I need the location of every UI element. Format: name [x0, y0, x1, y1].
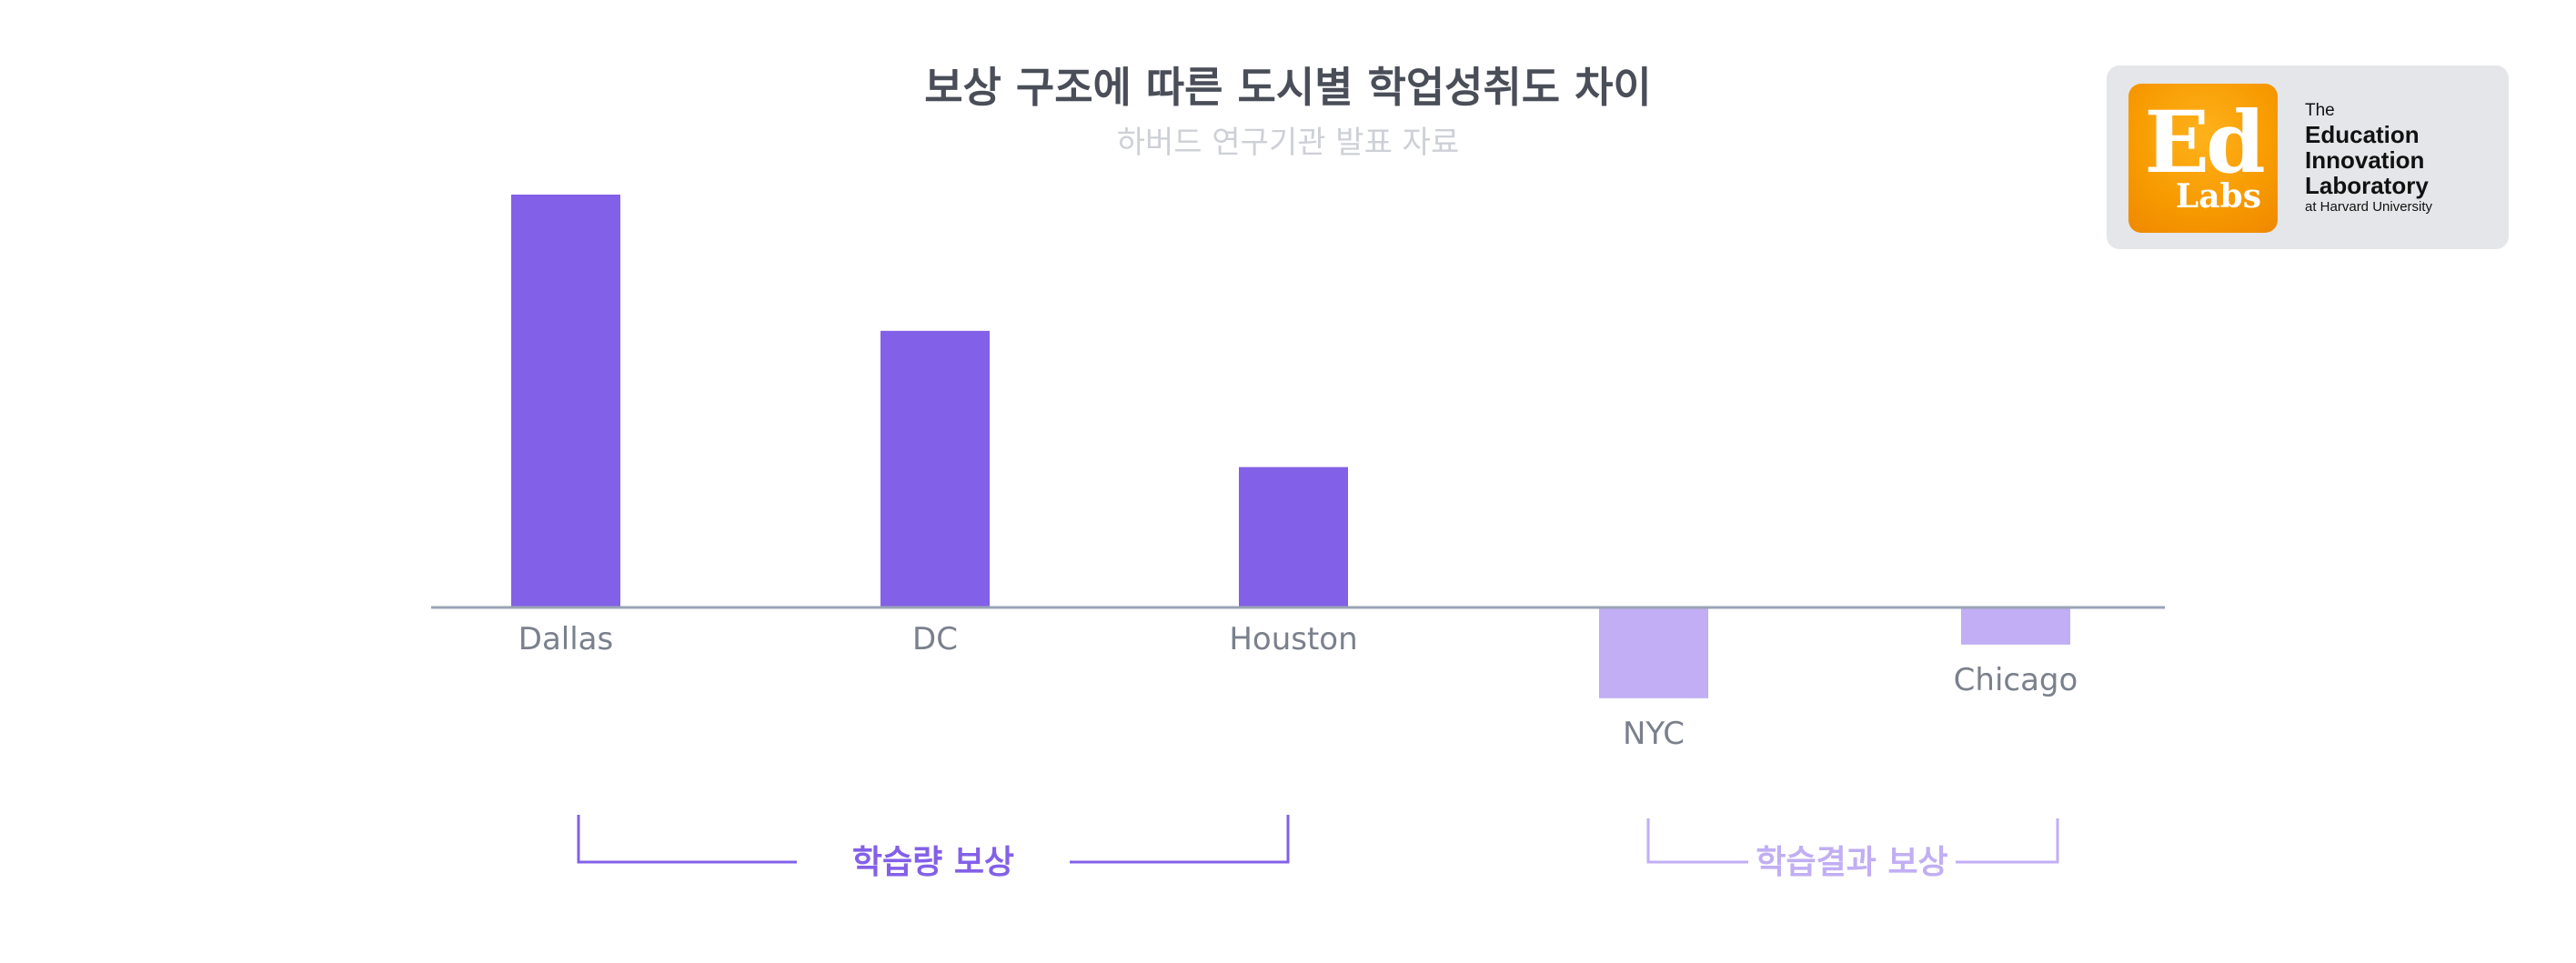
tick-label-nyc: NYC: [1623, 716, 1685, 752]
group-bracket-2: [1646, 818, 2059, 864]
logo-line-harvard: at Harvard University: [2305, 199, 2433, 215]
logo-line-education: Education: [2305, 121, 2420, 148]
tick-label-dallas: Dallas: [518, 621, 613, 657]
tick-label-houston: Houston: [1229, 621, 1357, 657]
bar-dallas: [511, 195, 620, 607]
bar-dc: [880, 330, 990, 607]
group-bracket-1: [577, 815, 1290, 864]
logo-ed-text: Ed: [2144, 93, 2265, 193]
group-label-1: 학습량 보상: [852, 844, 1014, 881]
logo-line-laboratory: Laboratory: [2305, 172, 2429, 199]
bar-houston: [1239, 466, 1348, 607]
tick-label-dc: DC: [912, 621, 958, 657]
logo-wordmark: The Education Innovation Laboratory at H…: [2305, 100, 2432, 216]
chart-title: 보상 구조에 따른 도시별 학업성취도 차이: [924, 63, 1652, 112]
group-label-2: 학습결과 보상: [1756, 844, 1947, 881]
edlabs-badge: Ed Labs: [2128, 84, 2278, 233]
bar-nyc: [1599, 607, 1708, 698]
chart-subtitle: 하버드 연구기관 발표 자료: [1117, 125, 1460, 161]
logo-labs-text: Labs: [2175, 177, 2261, 216]
logo-the: The: [2305, 101, 2335, 120]
logo-line-innovation: Innovation: [2305, 146, 2425, 174]
edlabs-logo: Ed Labs The Education Innovation Laborat…: [2107, 65, 2509, 249]
bar-chicago: [1961, 607, 2070, 645]
tick-label-chicago: Chicago: [1954, 662, 2078, 698]
